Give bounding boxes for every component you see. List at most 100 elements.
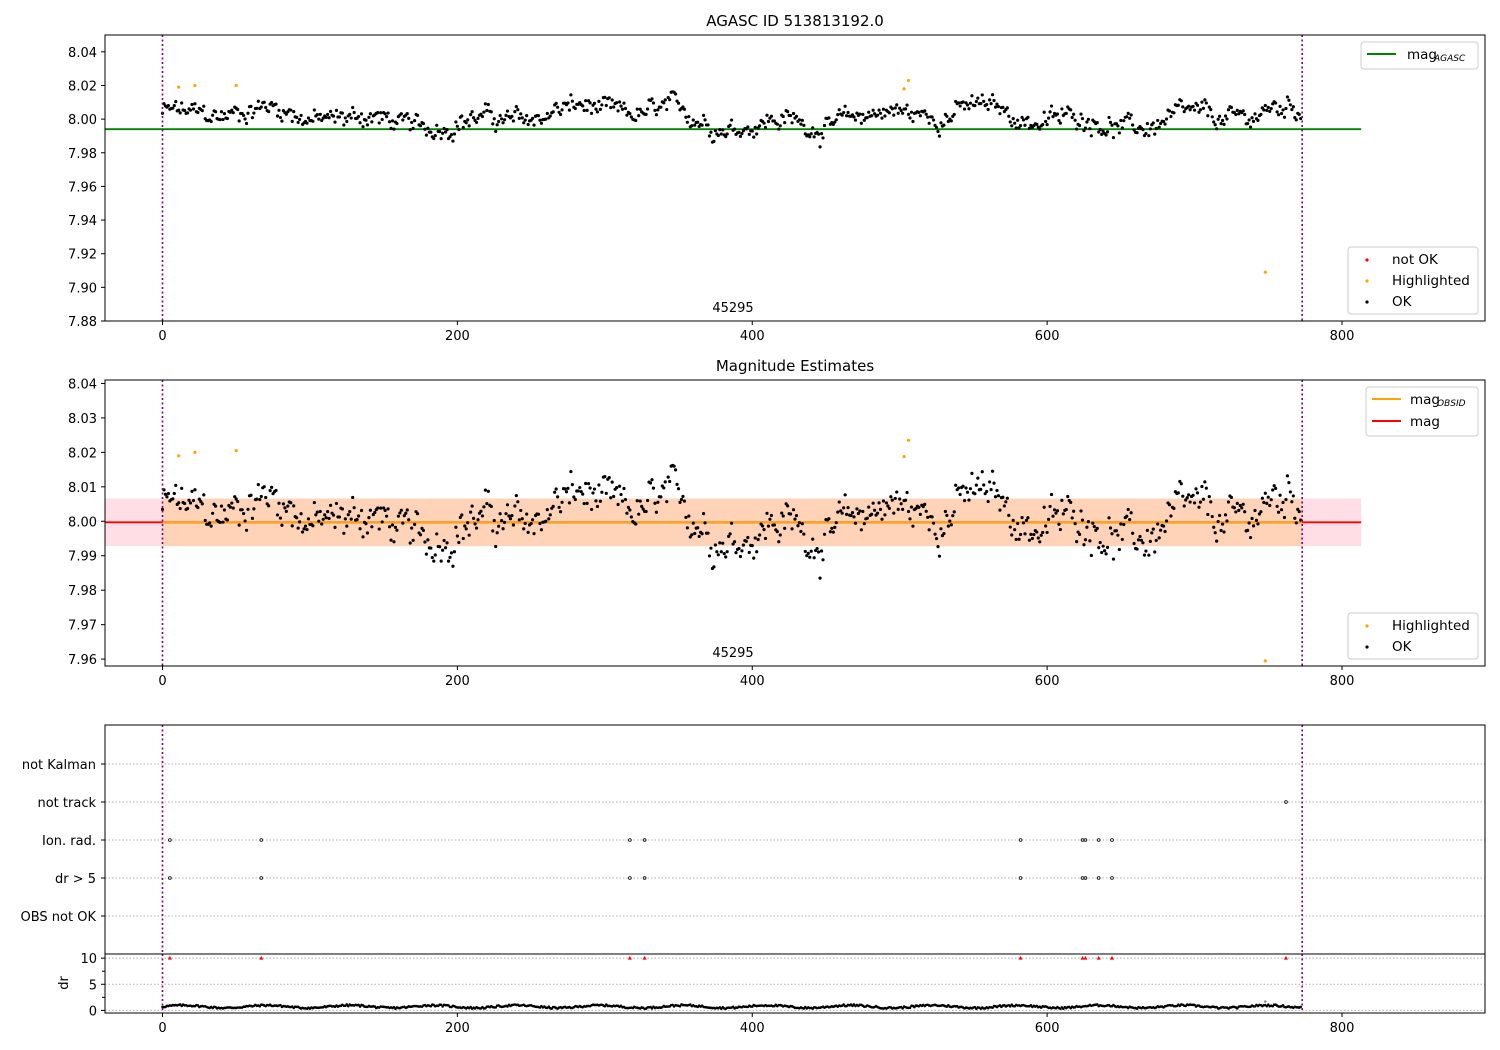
ok-point: [701, 512, 706, 516]
ok-point: [1007, 114, 1011, 118]
ok-point: [510, 114, 514, 118]
ok-point: [346, 513, 350, 517]
ok-point: [457, 127, 461, 132]
ok-point: [441, 131, 445, 135]
ok-point: [222, 112, 227, 116]
ok-point: [569, 469, 573, 474]
ok-point: [221, 520, 225, 524]
ok-point: [914, 506, 918, 511]
ok-point: [539, 121, 544, 125]
ok-point: [331, 513, 336, 517]
ok-point: [390, 119, 395, 123]
ok-point: [284, 509, 288, 513]
ok-point: [300, 530, 305, 534]
ok-point: [886, 504, 890, 508]
ok-point: [358, 527, 362, 531]
ok-point: [1237, 112, 1241, 116]
ok-point: [623, 106, 628, 111]
ok-point: [557, 505, 561, 509]
ok-point: [979, 101, 983, 106]
ok-point: [1247, 521, 1251, 525]
ok-point: [865, 116, 869, 120]
ok-point: [1136, 538, 1141, 542]
ok-point: [295, 516, 299, 520]
flag-marker: [1083, 838, 1088, 842]
y-tick-label: 7.98: [68, 584, 97, 599]
ok-point: [1117, 131, 1121, 135]
ok-point: [230, 501, 234, 505]
ok-point: [476, 518, 480, 522]
ok-point: [370, 525, 374, 529]
ok-point: [1095, 120, 1099, 125]
ok-point: [607, 476, 611, 480]
ok-point: [327, 116, 331, 120]
ok-point: [775, 530, 779, 534]
ok-point: [890, 107, 894, 111]
ok-point: [469, 510, 473, 514]
ok-point: [558, 510, 563, 514]
ok-point: [1098, 540, 1102, 545]
ok-point: [326, 112, 330, 117]
ok-point: [908, 517, 912, 521]
ok-point: [1235, 108, 1239, 112]
ok-point: [821, 136, 825, 140]
ok-point: [883, 114, 887, 118]
ok-point: [712, 565, 716, 569]
ok-point: [1070, 516, 1074, 520]
ok-point: [665, 500, 669, 504]
ok-point: [728, 532, 732, 536]
ok-point: [615, 101, 619, 105]
ok-point: [659, 495, 663, 499]
ok-point: [673, 92, 678, 96]
ok-point: [859, 121, 863, 125]
ok-point: [653, 108, 657, 112]
ok-point: [843, 493, 847, 497]
ok-point: [985, 102, 989, 107]
ok-point: [581, 492, 585, 496]
ok-point: [936, 129, 940, 134]
ok-point: [635, 499, 639, 503]
ok-point: [280, 119, 284, 123]
ok-point: [638, 107, 642, 111]
ok-point: [939, 527, 943, 531]
ok-point: [878, 507, 883, 511]
ok-point: [783, 526, 787, 530]
ok-point: [264, 105, 268, 110]
ok-point: [221, 117, 225, 122]
ok-point: [1139, 538, 1144, 542]
ok-point: [1089, 553, 1093, 558]
ok-point: [1125, 115, 1129, 119]
obsid-label-estimates: 45295: [712, 646, 753, 661]
ok-point: [480, 114, 485, 119]
ok-point: [1010, 533, 1014, 537]
ok-point: [1095, 526, 1099, 530]
ok-point: [651, 101, 656, 105]
ok-point: [709, 130, 713, 134]
ok-point: [903, 107, 908, 111]
ok-point: [937, 134, 942, 138]
ok-point: [274, 102, 278, 106]
ok-point: [762, 527, 766, 532]
ok-point: [326, 510, 330, 514]
ok-point: [407, 116, 411, 120]
ok-point: [1297, 509, 1301, 514]
flag-category-label: not Kalman: [22, 758, 96, 773]
ok-point: [884, 501, 889, 505]
ok-point: [1049, 492, 1054, 497]
ok-point: [373, 510, 377, 515]
ok-point: [249, 493, 253, 497]
ok-point: [1154, 126, 1158, 131]
ok-point: [202, 493, 206, 497]
ok-point: [905, 103, 909, 107]
ok-point: [840, 511, 844, 515]
ok-point: [1116, 124, 1120, 128]
ok-point: [1044, 119, 1048, 124]
ok-point: [794, 114, 799, 118]
ok-point: [1253, 508, 1257, 513]
legend-obsid-sub: OBSID: [1437, 399, 1466, 409]
ok-point: [1141, 541, 1145, 545]
ok-point: [306, 517, 311, 521]
ok-point: [809, 549, 813, 553]
ok-point: [1060, 498, 1064, 502]
ok-point: [1027, 538, 1032, 542]
